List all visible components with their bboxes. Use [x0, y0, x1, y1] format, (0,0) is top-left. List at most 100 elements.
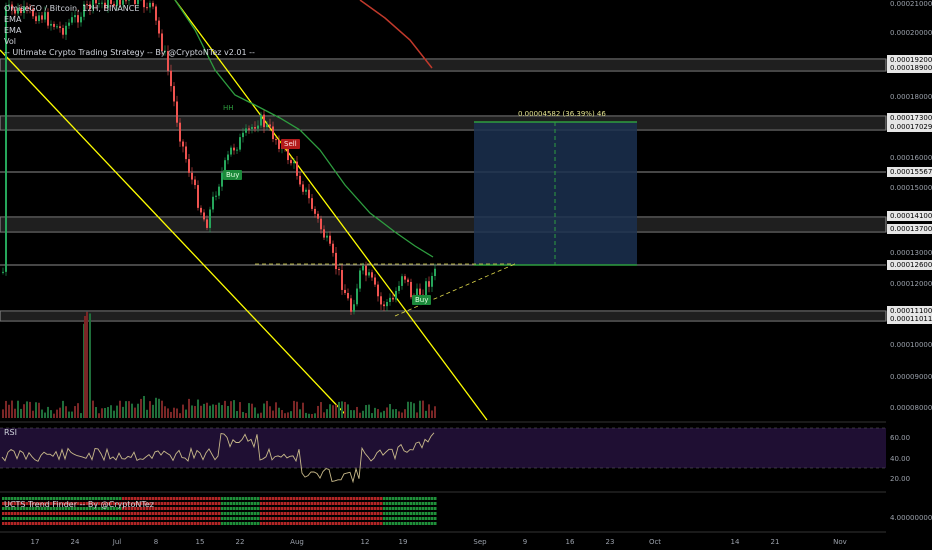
trend-cell: [101, 502, 104, 505]
trend-cell: [425, 507, 428, 510]
trend-cell: [155, 512, 158, 515]
trend-cell: [233, 497, 236, 500]
candle: [71, 17, 73, 23]
trend-cell: [248, 502, 251, 505]
trend-cell: [203, 512, 206, 515]
volume-bar: [59, 407, 61, 418]
volume-bar: [380, 412, 382, 418]
trend-cell: [236, 522, 239, 525]
trend-cell: [155, 502, 158, 505]
symbol-legend[interactable]: OmiseGO / Bitcoin, 12H, BINANCE: [4, 4, 140, 13]
volume-bar: [242, 411, 244, 418]
candle: [173, 86, 175, 102]
trend-cell: [323, 497, 326, 500]
trend-cell: [395, 502, 398, 505]
trend-cell: [341, 522, 344, 525]
candle: [362, 265, 364, 271]
volume-bar: [371, 413, 373, 418]
ema-legend-2[interactable]: EMA: [4, 26, 22, 35]
trend-cell: [245, 517, 248, 520]
trend-cell: [425, 497, 428, 500]
candle: [233, 147, 235, 151]
trend-cell: [197, 502, 200, 505]
trend-cell: [53, 507, 56, 510]
trend-cell: [230, 522, 233, 525]
trend-cell: [200, 507, 203, 510]
trend-cell: [185, 497, 188, 500]
ema-legend-1[interactable]: EMA: [4, 15, 22, 24]
trend-cell: [212, 497, 215, 500]
trend-cell: [116, 497, 119, 500]
candle: [335, 252, 337, 270]
trend-cell: [299, 512, 302, 515]
trend-finder-pane-label[interactable]: UCTS Trend Finder -- By @CryptoNTez: [4, 500, 154, 509]
volume-bar: [212, 404, 214, 418]
trend-cell: [65, 502, 68, 505]
trend-cell: [335, 512, 338, 515]
trend-cell: [341, 507, 344, 510]
trend-cell: [263, 522, 266, 525]
trend-cell: [389, 517, 392, 520]
trend-cell: [218, 512, 221, 515]
trend-cell: [401, 517, 404, 520]
higher-high-label: HH: [223, 104, 234, 112]
strategy-legend[interactable]: -- Ultimate Crypto Trading Strategy -- B…: [4, 48, 255, 57]
trend-cell: [104, 522, 107, 525]
volume-legend[interactable]: Vol: [4, 37, 16, 46]
price-tick: 0.00013700: [887, 224, 932, 234]
volume-bar: [362, 410, 364, 418]
trend-cell: [239, 502, 242, 505]
trend-cell: [329, 507, 332, 510]
trend-cell: [233, 522, 236, 525]
trend-cell: [320, 497, 323, 500]
trend-cell: [275, 512, 278, 515]
candle: [266, 124, 268, 128]
trend-cell: [20, 512, 23, 515]
ema-line: [174, 0, 434, 258]
trend-cell: [212, 502, 215, 505]
zone-fill: [0, 218, 886, 231]
rsi-pane-label[interactable]: RSI: [4, 428, 17, 437]
trend-cell: [95, 507, 98, 510]
trend-cell: [104, 502, 107, 505]
trend-cell: [206, 512, 209, 515]
trend-cell: [38, 517, 41, 520]
trend-cell: [389, 512, 392, 515]
trend-cell: [185, 512, 188, 515]
trend-cell: [227, 512, 230, 515]
trend-cell: [401, 497, 404, 500]
trend-cell: [134, 507, 137, 510]
volume-bar: [347, 404, 349, 418]
trend-cell: [341, 502, 344, 505]
zone-fill: [0, 60, 886, 70]
volume-bar: [29, 401, 31, 418]
trend-cell: [173, 512, 176, 515]
candle: [95, 0, 97, 4]
volume-bar: [401, 412, 403, 418]
trend-cell: [14, 497, 17, 500]
trend-cell: [140, 502, 143, 505]
trend-cell: [206, 497, 209, 500]
trend-cell: [431, 507, 434, 510]
candle: [227, 154, 229, 161]
trend-cell: [287, 502, 290, 505]
volume-bar: [359, 412, 361, 418]
trend-cell: [203, 507, 206, 510]
candle: [386, 302, 388, 307]
trend-cell: [377, 512, 380, 515]
candle: [122, 0, 124, 5]
trend-cell: [326, 507, 329, 510]
trend-cell: [371, 522, 374, 525]
candle: [17, 8, 19, 14]
trend-cell: [167, 507, 170, 510]
candle: [194, 179, 196, 186]
trend-cell: [254, 517, 257, 520]
trend-cell: [32, 512, 35, 515]
candle: [83, 4, 85, 17]
trend-cell: [206, 507, 209, 510]
trend-cell: [200, 497, 203, 500]
trend-cell: [188, 502, 191, 505]
trend-cell: [377, 497, 380, 500]
trend-cell: [365, 507, 368, 510]
